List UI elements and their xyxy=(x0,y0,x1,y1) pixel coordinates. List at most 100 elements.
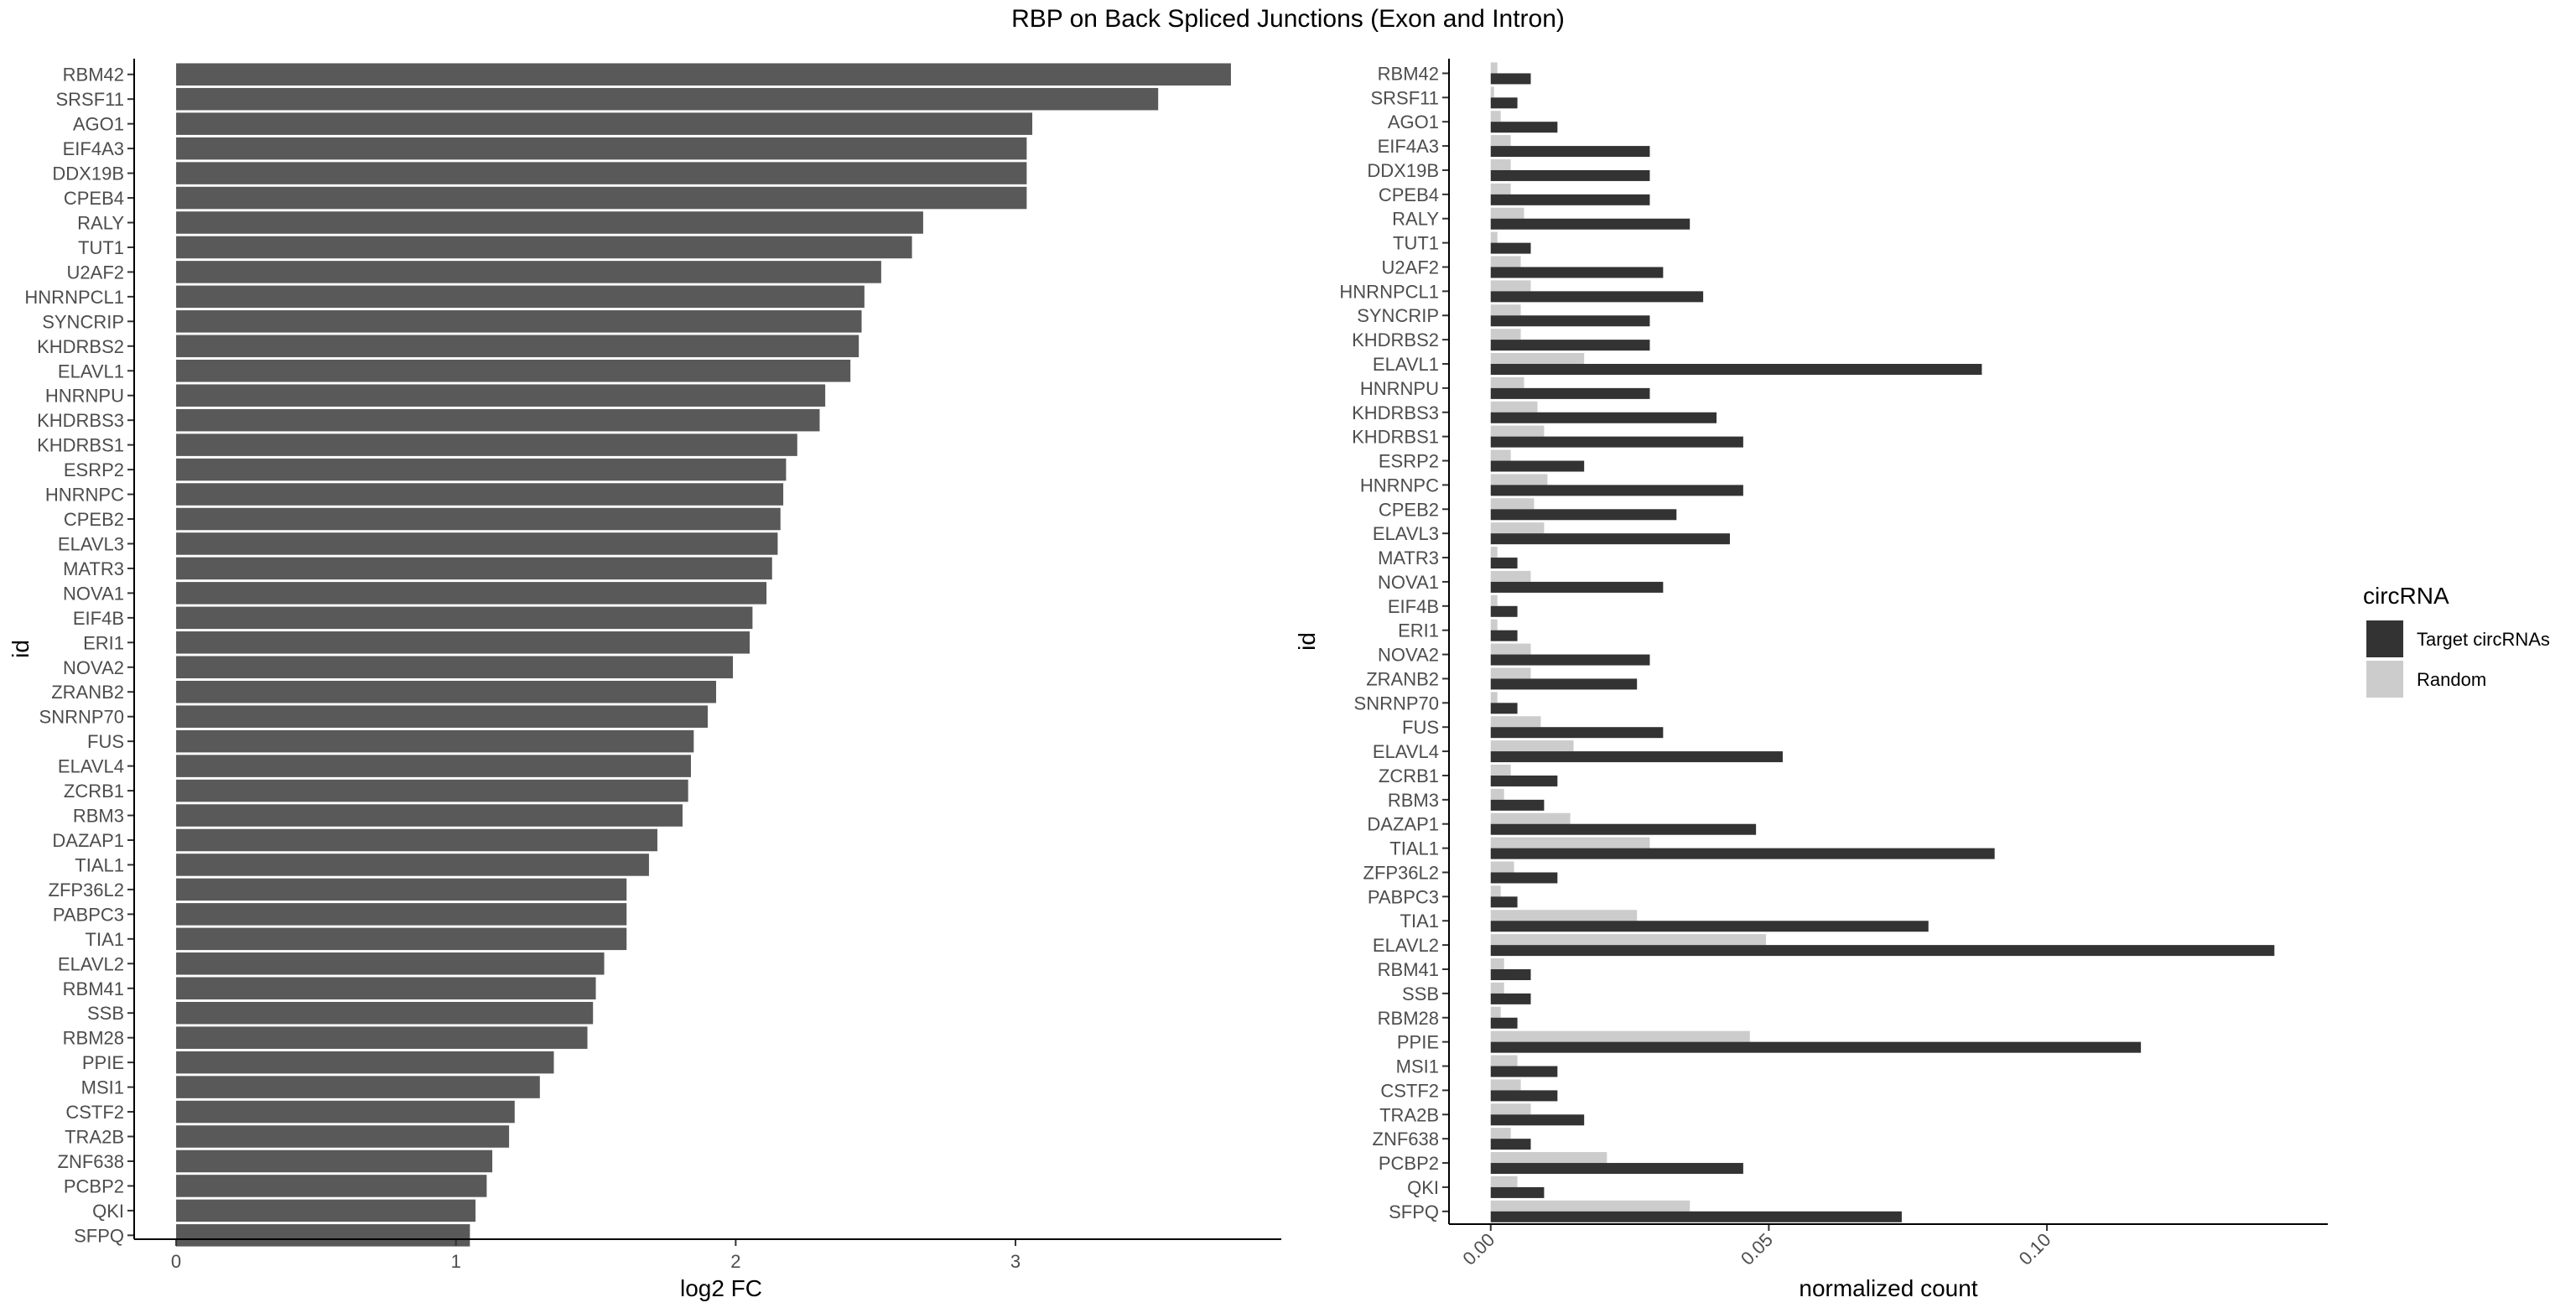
target-bar-snrnp70 xyxy=(1490,703,1518,714)
random-bar-tut1 xyxy=(1490,231,1498,243)
random-bar-srsf11 xyxy=(1490,86,1494,98)
target-bar-matr3 xyxy=(1490,558,1518,569)
log2fc-bar-ssb xyxy=(176,1001,594,1025)
random-bar-rbm41 xyxy=(1490,958,1504,969)
normalized-count-category-label: RBM3 xyxy=(1388,790,1439,811)
random-bar-tia1 xyxy=(1490,910,1638,921)
log2fc-category-label: RBM42 xyxy=(63,65,124,86)
random-bar-elavl3 xyxy=(1490,522,1545,534)
random-bar-nova1 xyxy=(1490,570,1531,582)
log2fc-category-label: RBM3 xyxy=(73,806,124,827)
normalized-count-category-label: PCBP2 xyxy=(1379,1153,1439,1174)
log2fc-category-label: ELAVL4 xyxy=(58,756,124,777)
normalized-count-category-label: HNRNPU xyxy=(1360,378,1439,399)
log2fc-category-label: EIF4B xyxy=(73,608,124,629)
normalized-count-category-label: ELAVL3 xyxy=(1373,523,1439,544)
normalized-count-category-label: TRA2B xyxy=(1379,1104,1439,1125)
log2fc-bar-u2af2 xyxy=(176,261,881,283)
normalized-count-category-label: PPIE xyxy=(1397,1032,1439,1053)
log2fc-bar-zranb2 xyxy=(176,680,717,703)
random-bar-tial1 xyxy=(1490,837,1650,849)
legend-title: circRNA xyxy=(2363,583,2449,609)
normalized-count-category-label: TIA1 xyxy=(1400,911,1439,932)
normalized-count-category-label: SSB xyxy=(1402,983,1439,1004)
log2fc-bar-eif4a3 xyxy=(176,137,1027,160)
target-bar-rbm3 xyxy=(1490,799,1545,811)
log2fc-bar-khdrbs3 xyxy=(176,408,820,432)
normalized-count-category-label: ZCRB1 xyxy=(1379,765,1439,786)
random-bar-cpeb2 xyxy=(1490,498,1535,510)
log2fc-bar-hnrnpc xyxy=(176,483,784,506)
normalized-count-category-label: ZNF638 xyxy=(1373,1129,1439,1150)
log2fc-bar-cstf2 xyxy=(176,1100,515,1124)
log2fc-category-label: AGO1 xyxy=(73,114,124,135)
target-bar-nova2 xyxy=(1490,654,1650,666)
target-bar-hnrnpu xyxy=(1490,387,1650,399)
log2fc-bar-esrp2 xyxy=(176,458,787,481)
log2fc-bar-znf638 xyxy=(176,1150,493,1173)
log2fc-category-label: CPEB4 xyxy=(64,188,124,209)
log2fc-bar-eif4b xyxy=(176,606,753,630)
log2fc-bar-tial1 xyxy=(176,854,649,876)
random-bar-elavl1 xyxy=(1490,353,1585,364)
log2fc-category-label: PCBP2 xyxy=(64,1175,124,1196)
log2fc-bar-nova2 xyxy=(176,656,734,679)
log2fc-x-tick-label: 3 xyxy=(1010,1251,1021,1272)
normalized-count-category-label: KHDRBS3 xyxy=(1352,402,1439,423)
target-bar-u2af2 xyxy=(1490,267,1664,278)
log2fc-category-label: ELAVL1 xyxy=(58,361,124,381)
log2fc-category-label: CSTF2 xyxy=(65,1102,124,1123)
normalized-count-y-axis-title: id xyxy=(1294,632,1320,651)
log2fc-category-label: TIAL1 xyxy=(75,854,124,875)
target-bar-rbm28 xyxy=(1490,1017,1518,1029)
target-bar-esrp2 xyxy=(1490,460,1585,472)
log2fc-bar-msi1 xyxy=(176,1076,540,1098)
normalized-count-x-ticks: 0.00 0.05 0.10 xyxy=(1458,1224,2055,1269)
log2fc-chart: RBM42 SRSF11 AGO1 EIF4A3 DDX19B CPEB4 RALY TUT1… xyxy=(8,59,1281,1301)
random-bar-nova2 xyxy=(1490,643,1531,655)
log2fc-category-label: HNRNPCL1 xyxy=(24,287,124,308)
log2fc-bar-rbm3 xyxy=(176,804,683,827)
log2fc-y-axis-title: id xyxy=(8,640,34,658)
random-bar-khdrbs1 xyxy=(1490,425,1545,437)
target-bar-zranb2 xyxy=(1490,678,1638,690)
normalized-count-x-tick-label: 0.10 xyxy=(2015,1229,2055,1269)
log2fc-category-label: SSB xyxy=(87,1003,124,1024)
normalized-count-category-label: ELAVL1 xyxy=(1373,354,1439,375)
random-bar-zranb2 xyxy=(1490,667,1531,679)
log2fc-category-label: SNRNP70 xyxy=(39,707,124,728)
target-bar-zcrb1 xyxy=(1490,775,1558,786)
log2fc-category-label: EIF4A3 xyxy=(63,138,124,159)
target-bar-eri1 xyxy=(1490,630,1518,641)
target-bar-tra2b xyxy=(1490,1114,1585,1126)
normalized-count-category-label: SYNCRIP xyxy=(1357,305,1439,326)
target-bar-elavl3 xyxy=(1490,533,1730,545)
log2fc-category-label: DDX19B xyxy=(52,163,124,184)
normalized-count-category-label: ERI1 xyxy=(1398,620,1439,641)
log2fc-bar-khdrbs1 xyxy=(176,433,797,456)
normalized-count-category-label: SNRNP70 xyxy=(1354,693,1439,714)
normalized-count-category-label: SRSF11 xyxy=(1370,87,1439,108)
random-bar-eif4a3 xyxy=(1490,135,1511,147)
target-bar-zfp36l2 xyxy=(1490,872,1558,884)
log2fc-category-label: NOVA2 xyxy=(63,657,124,678)
random-bar-khdrbs3 xyxy=(1490,401,1538,413)
random-bar-raly xyxy=(1490,207,1524,219)
normalized-count-category-label: EIF4B xyxy=(1388,596,1439,617)
target-bar-khdrbs2 xyxy=(1490,340,1650,351)
log2fc-bar-dazap1 xyxy=(176,828,657,852)
target-bar-dazap1 xyxy=(1490,823,1757,835)
legend-label-target: Target circRNAs xyxy=(2417,629,2550,650)
log2fc-category-label: PABPC3 xyxy=(53,904,124,925)
target-bar-fus xyxy=(1490,727,1664,739)
normalized-count-bars xyxy=(1490,62,2275,1222)
target-bar-srsf11 xyxy=(1490,97,1518,109)
log2fc-category-label: SFPQ xyxy=(74,1225,124,1246)
normalized-count-category-label: KHDRBS1 xyxy=(1352,427,1439,448)
normalized-count-category-label: ESRP2 xyxy=(1379,451,1439,472)
normalized-count-category-label: CPEB4 xyxy=(1379,184,1439,205)
random-bar-zcrb1 xyxy=(1490,764,1511,776)
log2fc-bar-zcrb1 xyxy=(176,779,688,802)
random-bar-khdrbs2 xyxy=(1490,329,1521,340)
log2fc-x-tick-label: 1 xyxy=(451,1251,461,1272)
